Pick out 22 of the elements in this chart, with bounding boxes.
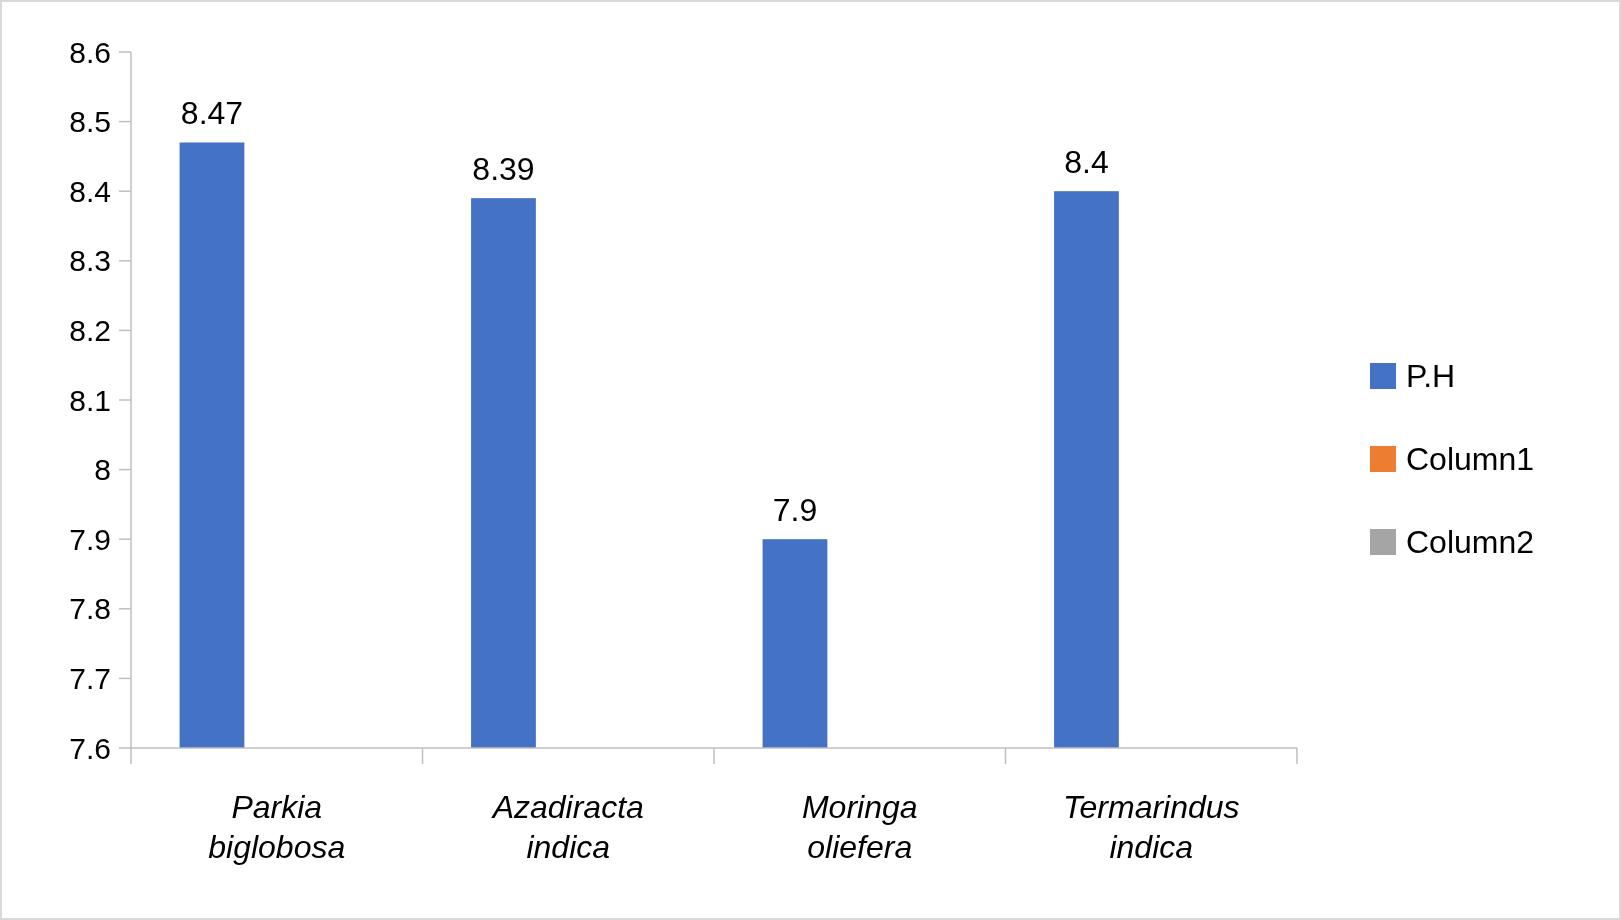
y-tick-label: 8 <box>94 453 111 487</box>
legend-label: P.H <box>1406 358 1456 395</box>
data-label: 8.4 <box>1064 144 1109 181</box>
y-tick-label: 7.8 <box>69 592 111 626</box>
y-tick-label: 8.6 <box>69 35 111 69</box>
y-tick-label: 8.4 <box>69 174 111 208</box>
legend-label: Column2 <box>1406 524 1535 561</box>
y-tick-label: 7.9 <box>69 522 111 556</box>
legend-label: Column1 <box>1406 441 1535 478</box>
x-tick-label: Parkia biglobosa <box>208 789 346 865</box>
y-tick-label: 8.1 <box>69 383 111 417</box>
data-label: 8.39 <box>472 151 535 188</box>
y-tick-label: 7.7 <box>69 661 111 695</box>
y-tick-label: 8.5 <box>69 105 111 139</box>
y-tick-label: 8.3 <box>69 244 111 278</box>
x-tick-label: Termarindus indica <box>1062 789 1240 865</box>
data-label: 8.47 <box>180 95 244 132</box>
y-tick-label: 8.2 <box>69 313 111 347</box>
data-label: 7.9 <box>772 492 818 529</box>
y-tick-label: 7.6 <box>69 731 111 765</box>
x-tick-label: Moringa oliefera <box>801 789 918 865</box>
x-tick-label: Azadiracta indica <box>490 789 644 865</box>
